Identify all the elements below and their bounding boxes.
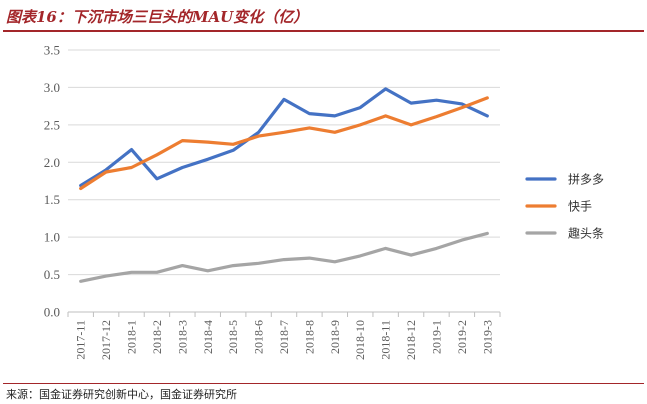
x-tick-label: 2018-4 xyxy=(201,320,215,354)
x-tick-label: 2018-5 xyxy=(226,320,240,354)
series-line-2 xyxy=(79,96,489,191)
y-tick-label: 3.5 xyxy=(44,43,60,58)
y-tick-label: 2.5 xyxy=(44,117,60,132)
series-line-3 xyxy=(79,231,489,283)
x-tick-label: 2018-10 xyxy=(353,320,367,360)
x-tick-label: 2018-1 xyxy=(125,320,139,354)
x-tick-label: 2018-6 xyxy=(252,320,266,354)
x-tick-label: 2019-2 xyxy=(455,320,469,354)
x-tick-label: 2019-1 xyxy=(429,320,443,354)
x-tick-label: 2019-3 xyxy=(480,320,494,354)
y-tick-label: 3.0 xyxy=(44,80,60,95)
y-tick-label: 1.0 xyxy=(44,230,60,245)
x-tick-label: 2018-2 xyxy=(150,320,164,354)
series-line-1 xyxy=(79,87,489,188)
bottom-rule xyxy=(3,383,644,384)
y-tick-label: 0.0 xyxy=(44,305,60,320)
mau-line-chart: 0.00.51.01.52.02.53.03.5 2017-11 2017-12 2… xyxy=(44,43,604,361)
y-tick-label: 1.5 xyxy=(44,192,60,207)
x-tick-label: 2018-9 xyxy=(328,320,342,354)
x-axis-ticks: 2017-11 2017-12 2018-1 2018-2 2018-3 2018-4 20… xyxy=(67,312,501,360)
y-axis-ticks: 0.0 0.5 1.0 1.5 2.0 2.5 3.0 3.5 xyxy=(44,43,60,320)
y-tick-label: 0.5 xyxy=(44,267,60,282)
title-rule xyxy=(3,30,644,32)
x-tick-label: 2017-12 xyxy=(99,320,113,360)
x-tick-label: 2018-8 xyxy=(302,320,316,354)
legend-label: 趣头条 xyxy=(568,226,604,241)
x-tick-label: 2017-11 xyxy=(74,320,88,360)
legend-label: 拼多多 xyxy=(568,173,604,187)
x-tick-label: 2018-11 xyxy=(379,320,393,360)
x-tick-label: 2018-7 xyxy=(277,320,291,354)
x-tick-label: 2018-12 xyxy=(404,320,418,360)
source-note: 来源：国金证券研究创新中心，国金证券研究所 xyxy=(6,388,237,401)
x-tick-label: 2018-3 xyxy=(175,320,189,354)
series-lines xyxy=(79,87,489,283)
figure-title: 图表16：下沉市场三巨头的MAU变化（亿） xyxy=(6,8,309,26)
legend-label: 快手 xyxy=(568,200,592,214)
y-tick-label: 2.0 xyxy=(44,155,60,170)
